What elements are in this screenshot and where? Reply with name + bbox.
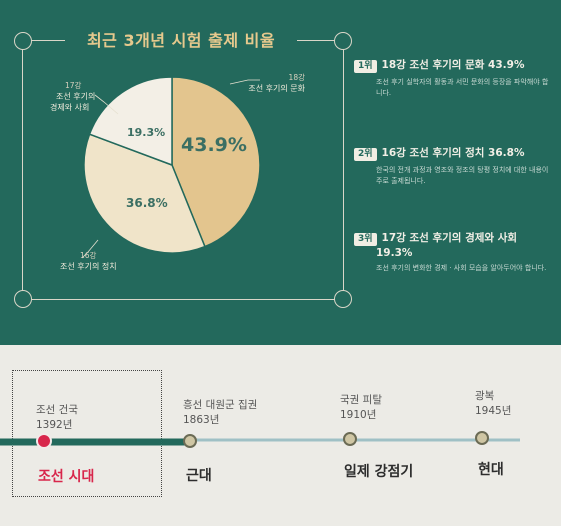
highlight-box — [12, 370, 162, 497]
rank-heading-percent: 19.3% — [376, 247, 413, 259]
leader-line — [81, 239, 99, 259]
leader-line — [229, 79, 260, 85]
event-label-heungseon: 흥선 대원군 집권 1863년 — [183, 398, 257, 428]
event-name: 흥선 대원군 집권 — [183, 399, 258, 411]
chart-title: 최근 3개년 시험 출제 비율 — [86, 31, 276, 50]
pie-slice-culture — [171, 76, 261, 248]
callout-text: 조선 후기의 — [56, 92, 96, 101]
slice-label-politics: 36.8% — [126, 196, 168, 210]
rank-heading: 18강 조선 후기의 문화 43.9% — [381, 59, 525, 71]
callout-number: 17강 — [65, 81, 82, 90]
event-name: 조선 건국 — [36, 404, 78, 416]
frame-corner-ornament — [334, 32, 352, 50]
event-year: 1392년 — [36, 419, 73, 431]
rank-badge: 1위 — [354, 60, 377, 73]
slice-label-economy: 19.3% — [127, 126, 166, 139]
callout-culture: 18강 조선 후기의 문화 — [233, 72, 305, 94]
rank-description: 조선 후기 실학자의 활동과 서민 문화의 등장을 파악해야 합니다. — [376, 78, 549, 97]
timeline-svg — [0, 431, 520, 449]
callout-number: 16강 — [80, 251, 97, 260]
rank-heading: 17강 조선 후기의 경제와 사회 — [381, 232, 518, 244]
rank-item-3: 3위 17강 조선 후기의 경제와 사회 19.3% 조선 후기의 변화한 경제 … — [354, 231, 554, 274]
event-year: 1910년 — [340, 409, 377, 421]
era-label-modern: 근대 — [186, 468, 212, 484]
callout-text: 조선 후기의 정치 — [60, 262, 117, 271]
rank-description: 한국의 전개 과정과 영조와 정조의 탕평 정치에 대한 내용이 주로 출제됩니… — [376, 166, 549, 185]
event-name: 국권 피탈 — [340, 394, 382, 406]
leader-line — [94, 94, 119, 115]
callout-number: 18강 — [288, 73, 305, 82]
timeline-section: 조선 건국 1392년 흥선 대원군 집권 1863년 국권 피탈 1910년 … — [0, 345, 561, 526]
event-year: 1863년 — [183, 414, 220, 426]
era-label-colonial: 일제 강점기 — [344, 464, 414, 480]
event-year: 1945년 — [475, 405, 512, 417]
rank-badge: 2위 — [354, 148, 377, 161]
rank-item-2: 2위 16강 조선 후기의 정치 36.8% 한국의 전개 과정과 영조와 정조의… — [354, 146, 554, 187]
rank-badge: 3위 — [354, 233, 377, 246]
timeline-dot — [36, 433, 52, 449]
callout-economy: 17강 조선 후기의 경제와 사회 — [50, 80, 120, 113]
era-label-contemporary: 현대 — [478, 462, 504, 478]
pie-chart — [81, 76, 261, 259]
chart-title-tag: 최근 3개년 시험 출제 비율 — [65, 28, 297, 54]
callout-text: 경제와 사회 — [50, 103, 90, 112]
pie-slice-politics — [83, 133, 206, 254]
frame-corner-ornament — [14, 290, 32, 308]
callout-politics: 16강 조선 후기의 정치 — [60, 250, 150, 272]
timeline-dot — [183, 434, 197, 448]
rank-item-1: 1위 18강 조선 후기의 문화 43.9% 조선 후기 실학자의 활동과 서민 … — [354, 58, 554, 99]
timeline-dot — [475, 431, 489, 445]
rank-description: 조선 후기의 변화한 경제 · 사회 모습을 알아두어야 합니다. — [376, 264, 547, 272]
event-name: 광복 — [475, 390, 495, 402]
pie-slice-economy — [88, 76, 173, 167]
timeline-dot — [343, 432, 357, 446]
frame-corner-ornament — [334, 290, 352, 308]
rank-heading: 16강 조선 후기의 정치 36.8% — [381, 147, 525, 159]
event-label-annexation: 국권 피탈 1910년 — [340, 393, 382, 423]
era-label-joseon: 조선 시대 — [38, 469, 95, 485]
event-label-joseon-founding: 조선 건국 1392년 — [36, 403, 78, 433]
slice-label-culture: 43.9% — [181, 134, 247, 156]
event-label-liberation: 광복 1945년 — [475, 389, 511, 419]
callout-text: 조선 후기의 문화 — [248, 84, 305, 93]
frame-corner-ornament — [14, 32, 32, 50]
